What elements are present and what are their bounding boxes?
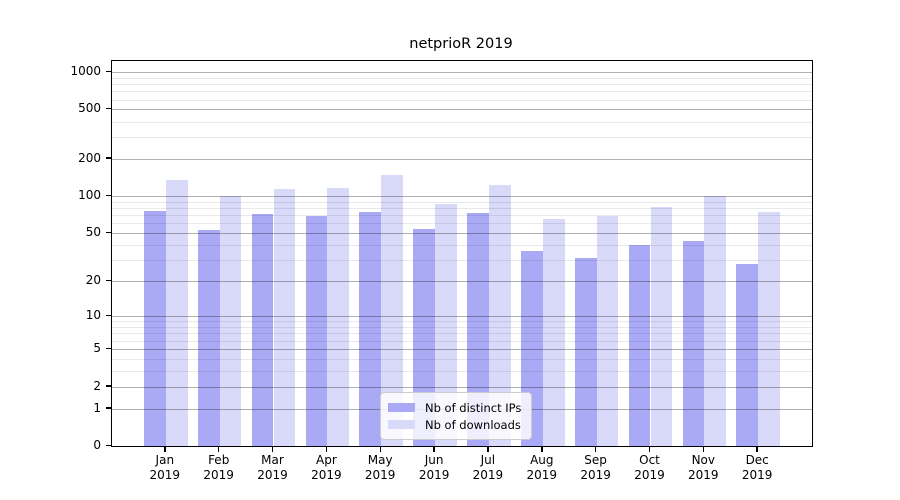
y-tick-label-2: 2 [93, 378, 101, 393]
chart-title: netprioR 2019 [409, 36, 513, 52]
y-tick-label-500: 500 [78, 101, 101, 116]
x-tick-mark-dec [756, 446, 758, 452]
legend-item-downloads: Nb of downloads [388, 416, 521, 433]
x-tick-label-jun: Jun 2019 [418, 453, 450, 482]
bar-sep-ips [574, 258, 597, 446]
x-tick-label-aug: Aug 2019 [526, 453, 558, 482]
gridline-minor-400 [112, 121, 812, 123]
bar-may-downloads [381, 175, 403, 446]
x-tick-label-apr: Apr 2019 [311, 453, 342, 482]
legend-item-distinct-ips: Nb of distinct IPs [388, 399, 521, 416]
x-tick-mark-jun [433, 446, 435, 452]
y-tick-mark-10 [106, 314, 111, 317]
legend-label: Nb of downloads [425, 417, 521, 432]
bar-mar-downloads [273, 189, 296, 446]
y-tick-label-1: 1 [93, 400, 101, 415]
bar-oct-ips [628, 245, 651, 446]
gridline-major-1000 [112, 72, 812, 73]
bar-dec-ips [736, 263, 759, 446]
bar-jan-downloads [165, 180, 188, 446]
x-tick-mark-oct [648, 446, 651, 452]
y-tick-mark-2 [106, 385, 111, 387]
y-tick-mark-100 [106, 194, 111, 197]
y-tick-label-100: 100 [78, 188, 101, 203]
y-tick-label-200: 200 [78, 150, 101, 165]
bar-mar-ips [251, 213, 274, 446]
bar-jun-downloads [435, 203, 457, 446]
y-tick-mark-20 [106, 279, 111, 282]
bar-aug-downloads [542, 219, 565, 446]
gridline-minor-300 [112, 137, 812, 138]
bar-feb-ips [197, 230, 220, 446]
y-tick-mark-200 [106, 157, 111, 159]
x-tick-mark-jul [487, 446, 489, 452]
x-tick-mark-apr [325, 446, 328, 452]
bar-oct-downloads [650, 207, 673, 446]
legend-label: Nb of distinct IPs [425, 400, 522, 415]
bar-sep-downloads [596, 216, 619, 446]
y-tick-mark-5 [106, 347, 111, 349]
gridline-minor-600 [112, 99, 812, 101]
bar-dec-downloads [758, 212, 780, 446]
x-tick-mark-feb [217, 446, 220, 452]
x-tick-label-jul: Jul 2019 [472, 453, 504, 482]
y-tick-mark-1 [106, 407, 111, 409]
gridline-minor-900 [112, 77, 812, 79]
bar-jan-ips [144, 210, 166, 446]
x-tick-label-feb: Feb 2019 [203, 453, 234, 482]
gridline-major-200 [112, 158, 812, 160]
bar-apr-downloads [327, 188, 350, 446]
x-tick-label-may: May 2019 [364, 453, 396, 482]
y-tick-mark-50 [106, 231, 111, 234]
x-tick-mark-may [379, 446, 381, 452]
y-tick-label-5: 5 [93, 341, 101, 355]
x-tick-mark-mar [271, 446, 274, 452]
y-tick-mark-1000 [106, 70, 111, 72]
x-tick-mark-jan [164, 446, 166, 452]
y-tick-label-1000: 1000 [70, 64, 101, 78]
x-tick-label-dec: Dec 2019 [741, 453, 773, 482]
legend-swatch-icon [388, 403, 415, 412]
legend: Nb of distinct IPs Nb of downloads [380, 392, 533, 440]
x-tick-label-sep: Sep 2019 [580, 453, 611, 482]
bar-feb-downloads [219, 196, 242, 446]
gridline-minor-700 [112, 91, 812, 93]
y-tick-label-10: 10 [85, 308, 101, 323]
x-tick-label-mar: Mar 2019 [257, 453, 288, 482]
y-tick-label-50: 50 [85, 225, 101, 240]
gridline-major-500 [112, 109, 812, 111]
bar-nov-downloads [704, 195, 727, 446]
gridline-minor-800 [112, 84, 812, 85]
legend-swatch-icon [388, 420, 415, 429]
x-tick-label-nov: Nov 2019 [688, 453, 719, 482]
bar-apr-ips [305, 216, 328, 446]
bar-jul-downloads [488, 185, 511, 446]
x-tick-label-oct: Oct 2019 [634, 453, 665, 482]
x-tick-label-jan: Jan 2019 [149, 453, 181, 482]
y-tick-label-20: 20 [85, 273, 101, 288]
bar-may-ips [359, 211, 382, 446]
bar-nov-ips [682, 241, 705, 446]
x-tick-mark-aug [541, 446, 543, 452]
y-tick-mark-0 [106, 444, 111, 446]
bar-jul-ips [467, 213, 489, 446]
bar-jun-ips [413, 229, 436, 446]
x-tick-mark-nov [702, 446, 705, 452]
y-tick-label-0: 0 [93, 438, 101, 452]
y-tick-mark-500 [106, 107, 111, 110]
x-tick-mark-sep [594, 446, 597, 452]
plot-area: Nb of distinct IPs Nb of downloads [111, 60, 813, 447]
